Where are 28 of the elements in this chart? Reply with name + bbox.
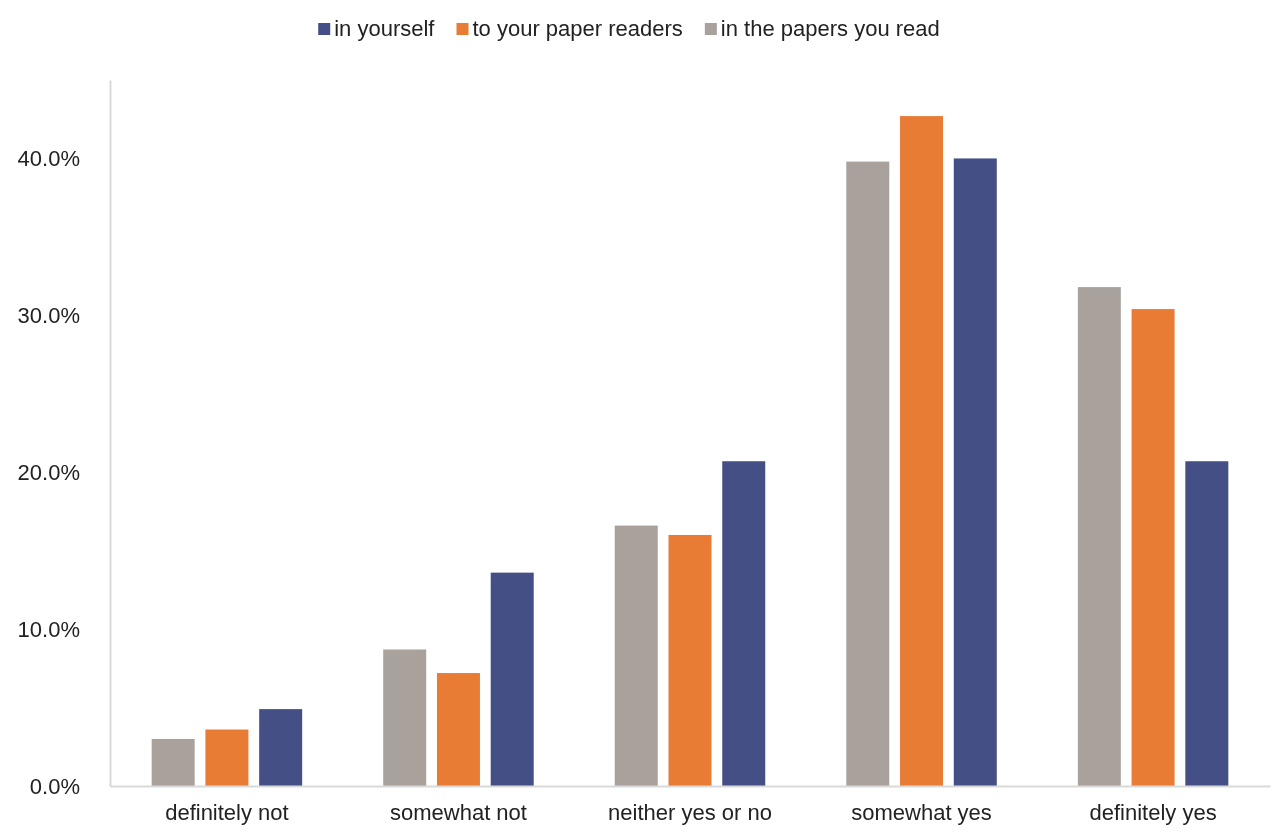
bar <box>205 729 249 786</box>
bar <box>1077 287 1121 786</box>
bar <box>668 534 712 786</box>
bar <box>614 525 658 786</box>
bar <box>722 461 766 786</box>
y-tick-label: 40.0% <box>17 145 80 171</box>
bar <box>1131 309 1175 786</box>
x-tick-label: neither yes or no <box>608 799 772 825</box>
legend-label: in yourself <box>334 16 436 41</box>
y-tick-label: 20.0% <box>17 459 80 485</box>
bar <box>436 673 480 786</box>
bar <box>151 738 195 786</box>
bar <box>953 158 997 786</box>
x-tick-label: definitely yes <box>1089 799 1217 825</box>
x-tick-label: definitely not <box>165 799 289 825</box>
bar <box>1185 461 1229 786</box>
bar <box>846 161 890 786</box>
bar <box>490 572 534 786</box>
y-tick-label: 30.0% <box>17 302 80 328</box>
bar <box>900 116 944 786</box>
y-tick-label: 10.0% <box>17 616 80 642</box>
bar <box>383 649 427 786</box>
legend-label: in the papers you read <box>720 16 940 41</box>
x-tick-label: somewhat yes <box>851 799 992 825</box>
y-tick-label: 0.0% <box>29 773 80 799</box>
legend-label: to your paper readers <box>472 16 683 41</box>
bar <box>259 709 303 786</box>
x-tick-label: somewhat not <box>389 799 527 825</box>
